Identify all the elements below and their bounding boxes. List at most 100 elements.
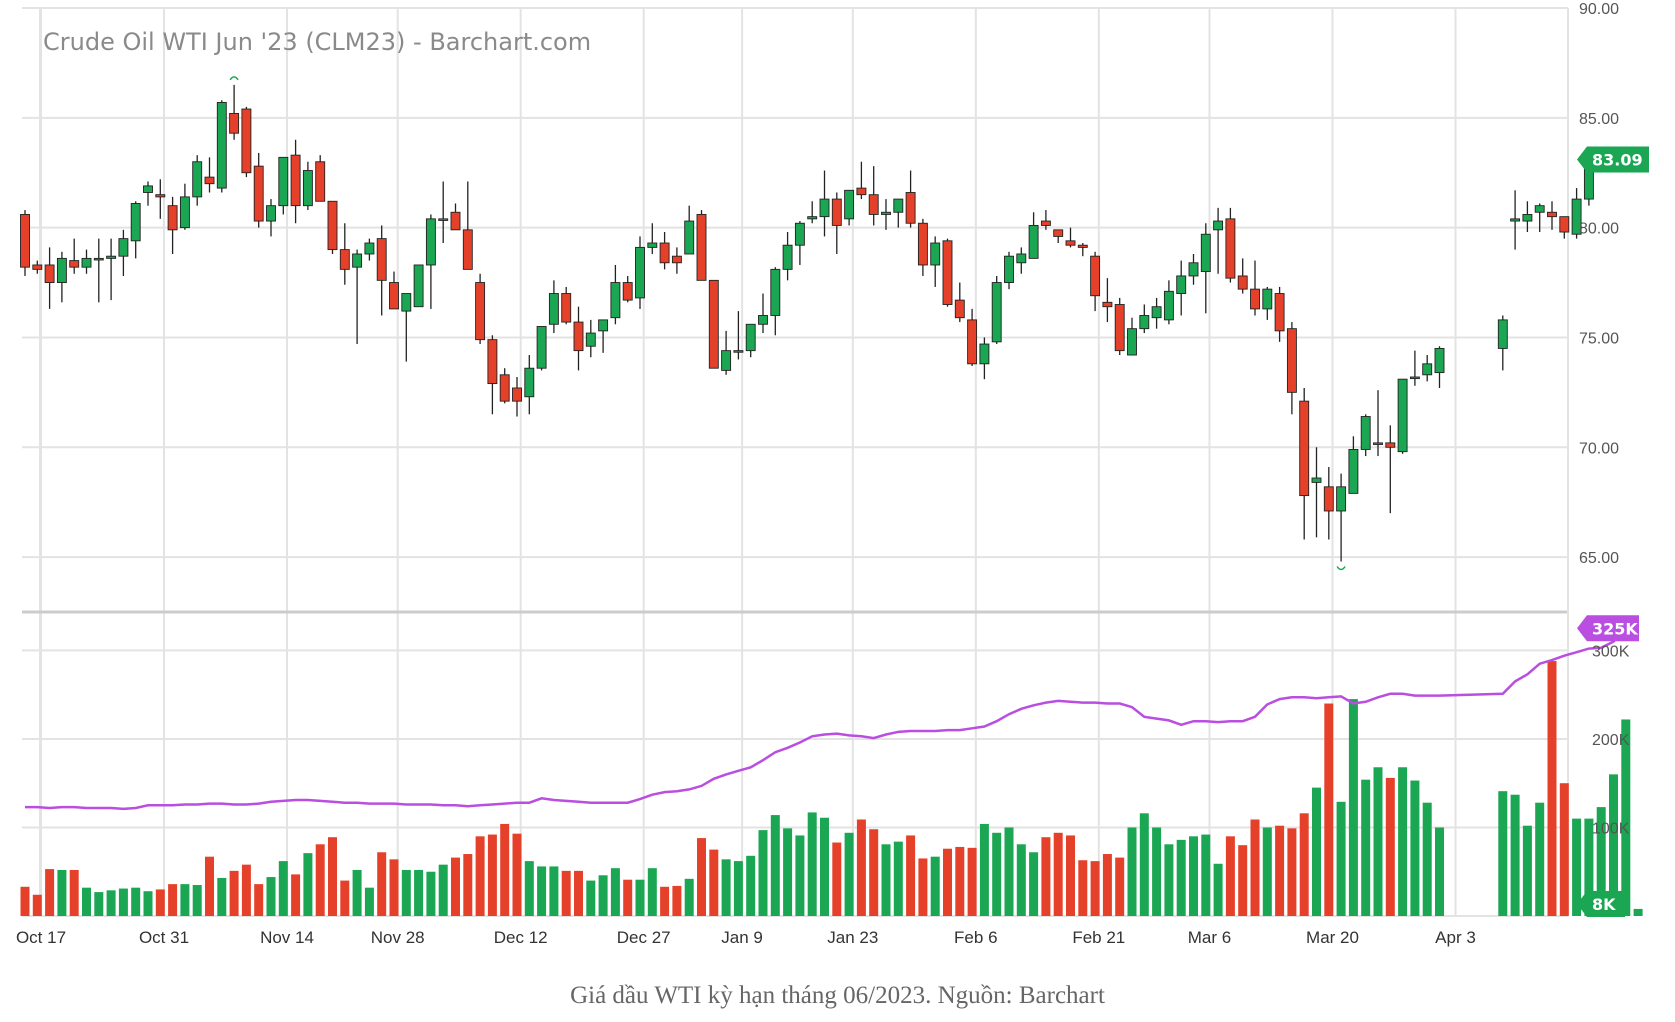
volume-bar bbox=[1410, 780, 1420, 916]
volume-bar bbox=[1535, 802, 1545, 916]
candle-body bbox=[499, 374, 510, 402]
volume-bar bbox=[1078, 860, 1088, 916]
candle bbox=[118, 229, 129, 276]
candle bbox=[1176, 260, 1187, 316]
x-axis: Oct 17 Oct 31 Nov 14 Nov 28 Dec 12 Dec 27 Jan … bbox=[16, 928, 1476, 947]
volume-bar bbox=[844, 832, 854, 916]
candle bbox=[1139, 304, 1150, 334]
candle-body bbox=[610, 282, 621, 319]
candle-body bbox=[758, 315, 768, 325]
volume-bar bbox=[1373, 767, 1383, 916]
candle bbox=[561, 286, 572, 325]
volume-bar bbox=[746, 855, 756, 916]
volume-bar bbox=[1385, 777, 1395, 916]
candle-body bbox=[1151, 306, 1162, 319]
candle-body bbox=[647, 242, 658, 248]
date-tick-label: Dec 27 bbox=[617, 928, 671, 947]
candle-body bbox=[1065, 240, 1076, 246]
volume-bar bbox=[684, 878, 694, 916]
volume-bar bbox=[672, 885, 682, 916]
candle-body bbox=[339, 249, 350, 270]
candle bbox=[1151, 297, 1162, 329]
candle bbox=[1163, 280, 1174, 325]
volume-bar bbox=[967, 847, 977, 916]
candle-body bbox=[1409, 376, 1420, 380]
candle-body bbox=[302, 170, 313, 207]
candle bbox=[917, 218, 928, 276]
volume-bar bbox=[549, 866, 559, 916]
volume-bar bbox=[943, 848, 952, 916]
volume-bar bbox=[1510, 794, 1520, 916]
candle-body bbox=[1497, 319, 1508, 349]
candle bbox=[413, 264, 424, 308]
candle-body bbox=[1016, 253, 1027, 264]
candle-body bbox=[278, 156, 289, 207]
candle-body bbox=[1053, 229, 1064, 237]
candle-body bbox=[684, 220, 695, 255]
volume-bar bbox=[143, 891, 153, 916]
candle bbox=[881, 199, 891, 230]
date-tick-label: Jan 23 bbox=[827, 928, 878, 947]
candle-body bbox=[536, 326, 547, 369]
candle bbox=[671, 247, 682, 274]
candle-body bbox=[438, 218, 449, 221]
volume-bar bbox=[1139, 813, 1149, 916]
candle-body bbox=[216, 101, 227, 189]
candle bbox=[1385, 425, 1396, 514]
candle bbox=[1028, 212, 1039, 259]
candle-body bbox=[1188, 262, 1199, 277]
date-tick-label: Feb 21 bbox=[1072, 928, 1125, 947]
candle-body bbox=[401, 293, 412, 312]
volume-bar bbox=[758, 830, 768, 916]
open-interest-label: 325K bbox=[1592, 619, 1638, 638]
candle bbox=[81, 249, 92, 274]
date-tick-label: Apr 3 bbox=[1435, 928, 1476, 947]
open-interest-badge: 325K bbox=[1577, 615, 1639, 642]
candle-body bbox=[1336, 486, 1347, 512]
candle-body bbox=[598, 319, 609, 332]
candle-body bbox=[1040, 220, 1051, 226]
candle bbox=[610, 264, 621, 325]
candle bbox=[1127, 317, 1137, 356]
candle bbox=[794, 221, 805, 265]
candle bbox=[179, 183, 190, 230]
volume-bar bbox=[1324, 703, 1334, 916]
volume-bar bbox=[426, 871, 436, 916]
volume-bar bbox=[487, 834, 497, 916]
date-tick-label: Feb 6 bbox=[954, 928, 997, 947]
candle bbox=[339, 223, 350, 285]
candle bbox=[167, 196, 178, 254]
candle bbox=[438, 181, 449, 244]
chart-title: Crude Oil WTI Jun '23 (CLM23) - Barchart… bbox=[43, 28, 591, 56]
candle bbox=[1053, 229, 1064, 244]
candle bbox=[1323, 467, 1334, 540]
candle bbox=[44, 247, 55, 309]
candle-body bbox=[1102, 301, 1113, 308]
volume-bar bbox=[574, 870, 583, 916]
volume-bar bbox=[832, 842, 842, 916]
candle-body bbox=[229, 112, 240, 134]
candle-body bbox=[1262, 288, 1273, 310]
candle-body bbox=[290, 154, 301, 207]
candle bbox=[1102, 278, 1113, 323]
volume-bar bbox=[955, 846, 965, 916]
date-tick-label: Mar 6 bbox=[1188, 928, 1231, 947]
candle bbox=[831, 192, 842, 254]
candle bbox=[1311, 447, 1322, 538]
candle bbox=[1077, 243, 1088, 257]
candle bbox=[155, 179, 166, 219]
volume-bar bbox=[1041, 837, 1051, 916]
candle bbox=[1497, 315, 1508, 371]
volume-tick-label: 100K bbox=[1592, 820, 1630, 837]
candle-body bbox=[1028, 224, 1039, 259]
volume-bar bbox=[709, 849, 719, 916]
candle bbox=[1262, 286, 1273, 320]
candle-body bbox=[794, 222, 805, 246]
candle bbox=[1200, 223, 1211, 314]
candle-body bbox=[167, 205, 178, 231]
candle bbox=[696, 210, 707, 281]
date-tick-label: Oct 31 bbox=[139, 928, 189, 947]
volume-bar bbox=[1596, 807, 1606, 916]
candle-body bbox=[106, 255, 117, 259]
candle-body bbox=[1397, 378, 1408, 453]
